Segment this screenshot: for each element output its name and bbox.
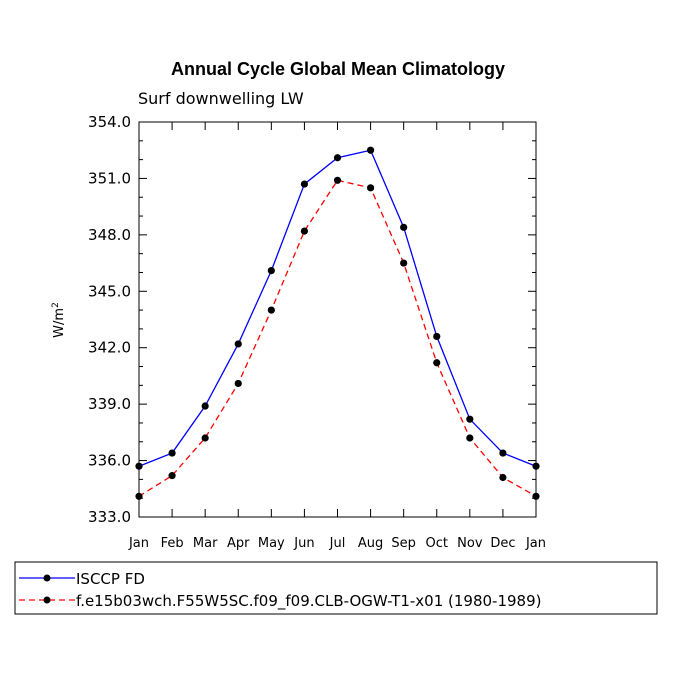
data-point-1 xyxy=(168,472,176,480)
x-tick-label: Feb xyxy=(161,536,184,551)
legend-label-0: ISCCP FD xyxy=(76,570,145,588)
x-tick-label: Aug xyxy=(358,536,383,551)
series-line-0 xyxy=(138,149,537,467)
data-point-1 xyxy=(532,492,540,500)
x-tick-label: Sep xyxy=(391,536,416,551)
x-tick-label: Jan xyxy=(128,536,149,551)
y-tick-label: 333.0 xyxy=(88,508,131,526)
x-tick-label: Jan xyxy=(525,536,546,551)
legend: ISCCP FD f.e15b03wch.F55W5SC.f09_f09.CLB… xyxy=(14,561,658,615)
y-axis-label: W/m2 xyxy=(51,302,67,338)
data-point-0 xyxy=(333,154,342,162)
data-point-0 xyxy=(499,449,507,457)
data-point-0 xyxy=(433,332,441,341)
x-tick-label: Dec xyxy=(490,536,515,551)
y-tick-label: 336.0 xyxy=(88,452,131,470)
y-tick-label: 339.0 xyxy=(88,395,131,413)
axes: 333.0 336.0 339.0 342.0 345.0 348.0 351.0 354.0… xyxy=(88,113,546,551)
legend-marker-0 xyxy=(43,574,51,582)
chart-title: Annual Cycle Global Mean Climatology xyxy=(171,59,505,79)
x-tick-label: Jun xyxy=(293,536,314,551)
data-point-1 xyxy=(466,434,474,442)
series-layer xyxy=(135,146,540,500)
legend-box xyxy=(14,561,658,615)
data-point-1 xyxy=(333,176,342,184)
legend-label-1: f.e15b03wch.F55W5SC.f09_f09.CLB-OGW-T1-x… xyxy=(76,592,541,611)
x-tick-label: Jul xyxy=(329,536,346,551)
data-point-1 xyxy=(201,434,209,442)
y-tick-label: 345.0 xyxy=(88,282,131,300)
data-point-0 xyxy=(532,462,540,470)
y-tick-label: 351.0 xyxy=(88,169,131,187)
data-point-0 xyxy=(466,415,474,423)
x-tick-label: Nov xyxy=(457,536,483,551)
data-point-0 xyxy=(267,266,275,275)
data-point-1 xyxy=(400,259,408,267)
data-point-1 xyxy=(499,473,507,482)
data-point-1 xyxy=(234,379,242,388)
data-point-1 xyxy=(135,492,143,500)
data-point-0 xyxy=(168,449,176,457)
x-tick-label: Oct xyxy=(426,536,448,551)
legend-item-1: f.e15b03wch.F55W5SC.f09_f09.CLB-OGW-T1-x… xyxy=(19,592,541,611)
data-point-0 xyxy=(366,146,375,154)
data-point-1 xyxy=(433,359,441,367)
data-point-0 xyxy=(400,223,408,231)
data-point-0 xyxy=(234,340,242,348)
data-point-0 xyxy=(300,180,309,188)
data-point-1 xyxy=(300,227,309,235)
data-point-1 xyxy=(267,306,275,314)
data-point-0 xyxy=(135,462,143,470)
chart-subtitle: Surf downwelling LW xyxy=(138,89,304,108)
x-tick-label: Apr xyxy=(227,536,250,551)
data-point-0 xyxy=(201,402,209,410)
x-tick-label: May xyxy=(258,536,285,551)
y-tick-label: 348.0 xyxy=(88,226,131,244)
y-tick-label: 342.0 xyxy=(88,339,131,357)
y-tick-label: 354.0 xyxy=(88,113,131,131)
x-tick-label: Mar xyxy=(193,536,218,551)
data-point-1 xyxy=(366,184,375,192)
legend-marker-1 xyxy=(43,596,51,604)
series-line-1 xyxy=(138,179,537,497)
legend-item-0: ISCCP FD xyxy=(19,570,145,588)
